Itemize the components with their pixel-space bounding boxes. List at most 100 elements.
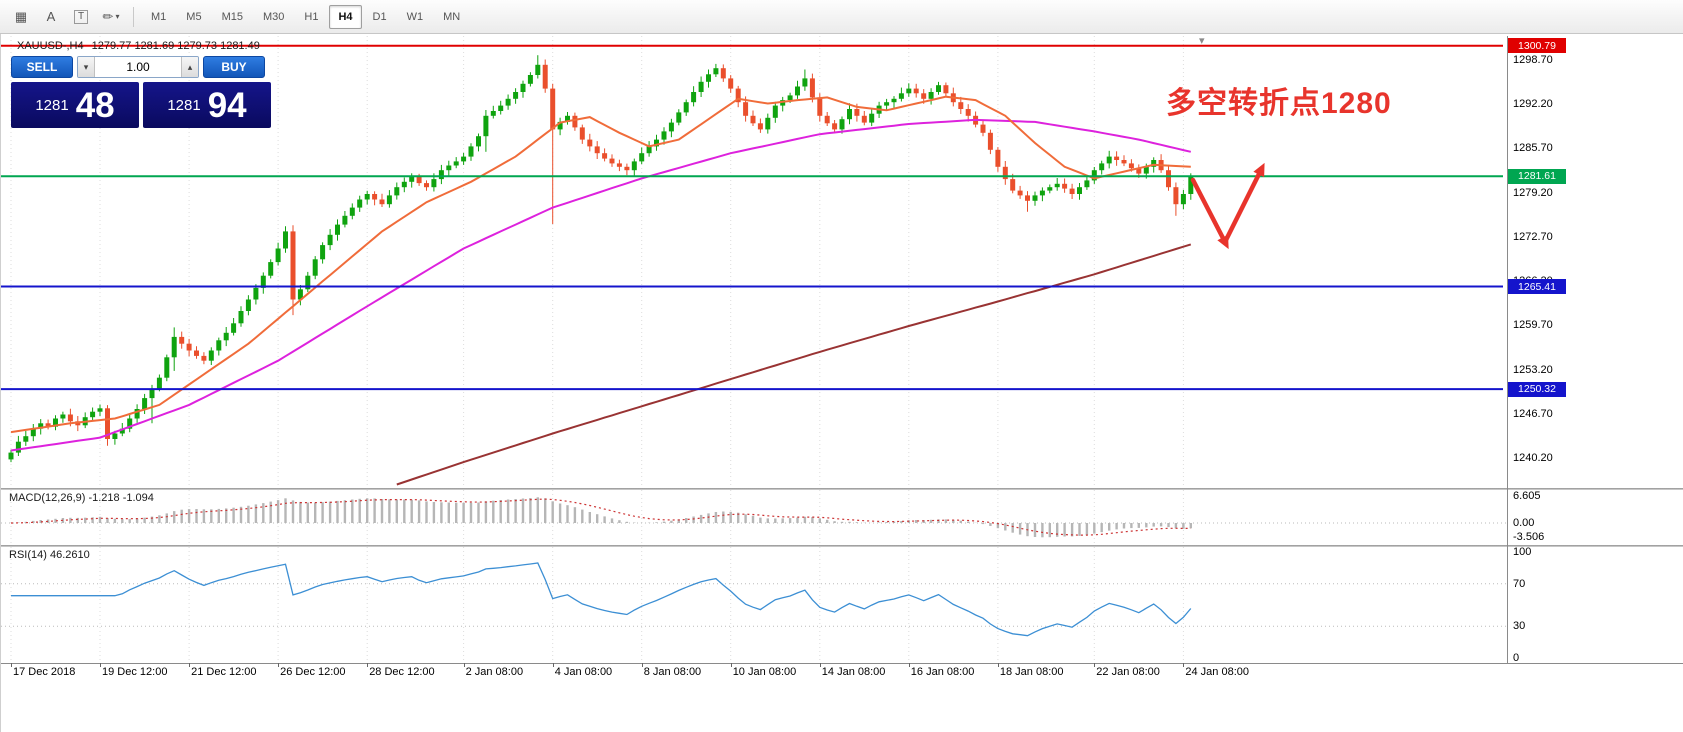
- symbol-ohlc-label: XAUUSD-,H4 1279.77 1281.69 1279.73 1281.4…: [17, 40, 260, 52]
- chevron-up-icon: ▴: [187, 61, 193, 72]
- toolbar: ▦ A T ✏ ▾ M1 M5 M15 M30 H1 H4 D1 W1 MN: [0, 0, 1683, 34]
- one-click-trading-panel: SELL ▾ 1.00 ▴ BUY 1281 48 1281 94: [11, 56, 275, 128]
- macd-axis-tick: -3.506: [1513, 531, 1545, 544]
- time-axis-label: 16 Jan 08:00: [910, 666, 975, 678]
- rsi-axis-tick: 0: [1513, 652, 1520, 664]
- time-axis-label: 21 Dec 12:00: [191, 666, 257, 678]
- time-axis-label: 28 Dec 12:00: [369, 666, 435, 678]
- price-axis-border: [1507, 36, 1508, 663]
- time-axis-label: 22 Jan 08:00: [1096, 666, 1160, 678]
- time-axis-label: 18 Jan 08:00: [999, 666, 1064, 678]
- letter-a-icon: A: [46, 9, 56, 24]
- timeframe-button-mn[interactable]: MN: [443, 10, 461, 23]
- volume-input[interactable]: 1.00: [95, 57, 181, 77]
- text-box-tool-button[interactable]: T: [67, 4, 95, 30]
- draw-tools-button[interactable]: ✏ ▾: [97, 4, 125, 30]
- time-axis-tick: [908, 663, 910, 667]
- timeframe-bar: M1 M5 M15 M30 H1 H4 D1 W1 MN: [141, 4, 470, 29]
- time-axis-tick: [1183, 663, 1185, 667]
- time-axis-tick: [100, 663, 101, 667]
- time-axis-tick: [641, 663, 643, 667]
- rsi-axis-tick: 70: [1513, 577, 1526, 590]
- price-axis-tick: 1279.20: [1513, 186, 1553, 199]
- chart-shift-marker[interactable]: ▾: [1199, 35, 1205, 47]
- price-level-badge: 1300.79: [1508, 38, 1566, 54]
- time-axis-tick: [11, 663, 12, 667]
- time-axis-label: 26 Dec 12:00: [280, 666, 346, 678]
- time-axis-tick: [819, 663, 821, 667]
- timeframe-button-m1[interactable]: M1: [151, 10, 167, 23]
- sell-price-main: 1281: [35, 96, 69, 114]
- rsi-line-svg: [1, 547, 1507, 663]
- volume-dropdown-button[interactable]: ▾: [78, 57, 95, 77]
- time-axis-label: 19 Dec 12:00: [102, 666, 168, 678]
- time-axis-tick: [278, 663, 280, 667]
- price-level-badge: 1265.41: [1508, 279, 1566, 294]
- text-label-tool-button[interactable]: A: [37, 4, 65, 30]
- sell-price-pips: 48: [75, 85, 115, 125]
- time-axis-tick: [367, 663, 369, 667]
- rsi-pane[interactable]: [1, 547, 1507, 663]
- ohlc-values: 1279.77 1281.69 1279.73 1281.49: [91, 40, 260, 52]
- price-axis-tick: 1246.70: [1513, 407, 1553, 420]
- timeframe-button-m15[interactable]: M15: [221, 10, 243, 23]
- sell-button[interactable]: SELL: [11, 56, 73, 78]
- timeframe-button-m30[interactable]: M30: [262, 10, 285, 23]
- time-axis-tick: [189, 663, 191, 667]
- volume-up-button[interactable]: ▴: [181, 57, 198, 77]
- rsi-indicator-label: RSI(14) 46.2610: [9, 549, 90, 561]
- macd-axis-tick: 0.00: [1513, 517, 1535, 529]
- chart-window: XAUUSD-,H4 1279.77 1281.69 1279.73 1281.4…: [0, 34, 1683, 732]
- time-axis-tick: [552, 663, 554, 667]
- time-axis-label: 14 Jan 08:00: [821, 666, 886, 678]
- time-axis-label: 10 Jan 08:00: [732, 666, 797, 678]
- timeframe-button-m5[interactable]: M5: [186, 10, 202, 23]
- time-axis-tick: [463, 663, 465, 667]
- macd-axis-tick: 6.605: [1513, 489, 1541, 502]
- rsi-axis-tick: 100: [1513, 546, 1532, 558]
- macd-histogram-svg: [1, 490, 1507, 545]
- timeframe-button-w1[interactable]: W1: [406, 10, 424, 23]
- text-box-icon: T: [73, 9, 89, 24]
- main-chart-pane[interactable]: [1, 36, 1507, 488]
- grid-glyph: ▦: [14, 8, 28, 24]
- price-axis-tick: 1298.70: [1513, 54, 1553, 66]
- time-axis-label: 24 Jan 08:00: [1185, 666, 1250, 678]
- time-axis-label: 2 Jan 08:00: [465, 666, 524, 678]
- buy-button[interactable]: BUY: [203, 56, 265, 78]
- buy-price-main: 1281: [167, 96, 201, 114]
- sell-price-display[interactable]: 1281 48: [11, 82, 139, 128]
- time-axis-line: [1, 663, 1683, 664]
- pane-divider[interactable]: [1, 545, 1683, 547]
- timeframe-button-h1[interactable]: H1: [304, 10, 319, 23]
- candlestick-chart-svg: [1, 36, 1503, 488]
- chevron-down-icon: ▾: [115, 12, 120, 21]
- symbol-timeframe: XAUUSD-,H4: [17, 40, 84, 52]
- volume-control: ▾ 1.00 ▴: [77, 56, 199, 78]
- price-axis-tick: 1285.70: [1513, 142, 1553, 155]
- chevron-down-icon: ▾: [83, 61, 89, 72]
- rsi-axis-tick: 30: [1513, 620, 1526, 633]
- time-axis-tick: [997, 663, 999, 667]
- timeframe-button-h4[interactable]: H4: [329, 4, 362, 29]
- macd-pane[interactable]: [1, 490, 1507, 545]
- toolbar-separator: [133, 6, 134, 27]
- price-axis-tick: 1272.70: [1513, 230, 1553, 243]
- timeframe-button-d1[interactable]: D1: [372, 10, 387, 23]
- time-axis-label: 8 Jan 08:00: [643, 666, 702, 678]
- macd-indicator-label: MACD(12,26,9) -1.218 -1.094: [9, 492, 154, 504]
- time-axis-label: 4 Jan 08:00: [554, 666, 613, 678]
- price-axis-tick: 1253.20: [1513, 363, 1553, 376]
- time-axis-label: 17 Dec 2018: [13, 666, 76, 678]
- buy-price-display[interactable]: 1281 94: [143, 82, 271, 128]
- chart-grid-icon[interactable]: ▦: [7, 4, 35, 30]
- price-axis-tick: 1240.20: [1513, 452, 1553, 464]
- time-axis-tick: [730, 663, 732, 667]
- price-axis-tick: 1259.70: [1513, 319, 1553, 332]
- buy-price-pips: 94: [207, 85, 247, 125]
- pane-divider[interactable]: [1, 488, 1683, 490]
- pencil-icon: ✏: [102, 8, 114, 24]
- trade-note-annotation: 多空转折点1280: [1166, 87, 1392, 120]
- price-level-badge: 1281.61: [1508, 168, 1566, 184]
- time-axis-tick: [1094, 663, 1096, 667]
